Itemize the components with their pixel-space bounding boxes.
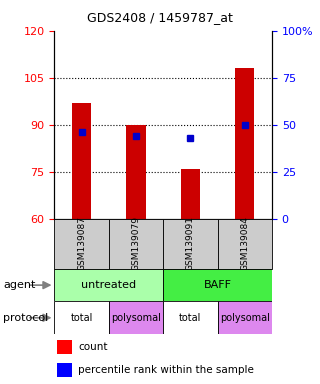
Text: agent: agent [3, 280, 36, 290]
Bar [72, 103, 91, 219]
Bar [109, 219, 163, 269]
Bar [163, 219, 218, 269]
Bar [163, 301, 218, 334]
Bar [163, 269, 272, 301]
Text: untreated: untreated [81, 280, 136, 290]
Bar [57, 362, 72, 376]
Text: total: total [179, 313, 202, 323]
Bar [54, 301, 109, 334]
Bar [181, 169, 200, 219]
Bar [54, 219, 109, 269]
Text: count: count [78, 342, 108, 352]
Text: GSM139079: GSM139079 [132, 216, 140, 271]
Text: GSM139084: GSM139084 [240, 217, 249, 271]
Text: protocol: protocol [3, 313, 48, 323]
Text: GSM139091: GSM139091 [186, 216, 195, 271]
Bar [218, 219, 272, 269]
Bar [109, 301, 163, 334]
Bar [57, 340, 72, 354]
Text: BAFF: BAFF [204, 280, 232, 290]
Text: percentile rank within the sample: percentile rank within the sample [78, 364, 254, 374]
Bar [126, 125, 146, 219]
Bar [218, 301, 272, 334]
Text: total: total [70, 313, 93, 323]
Text: GSM139087: GSM139087 [77, 216, 86, 271]
Text: polysomal: polysomal [111, 313, 161, 323]
Text: GDS2408 / 1459787_at: GDS2408 / 1459787_at [87, 11, 233, 24]
Text: polysomal: polysomal [220, 313, 270, 323]
Bar [235, 68, 254, 219]
Bar [54, 269, 163, 301]
